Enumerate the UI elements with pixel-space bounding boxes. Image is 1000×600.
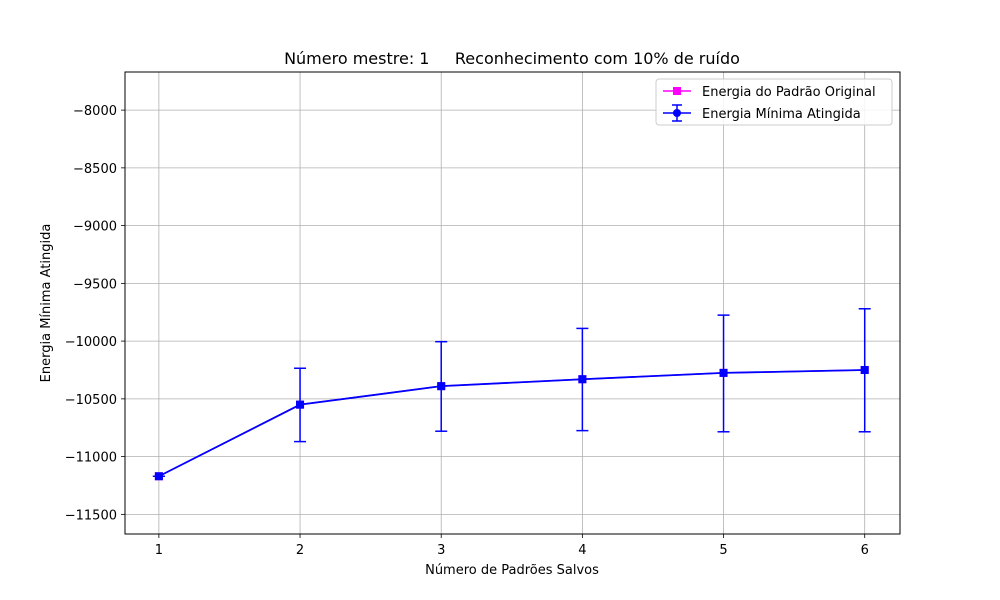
data-point-minimum — [860, 365, 869, 374]
y-tick-label: −9000 — [73, 220, 117, 235]
y-tick-label: −9500 — [73, 277, 117, 292]
y-tick-label: −8000 — [73, 104, 117, 119]
axes: 1 2 3 4 5 6 −11500 −11000 −10500 −10000 −9500 −9000… — [65, 104, 869, 558]
data-point-minimum — [578, 375, 587, 384]
y-tick-label: −11500 — [65, 508, 117, 523]
grid — [125, 72, 900, 534]
chart-title: Número mestre: 1 Reconhecimento com 10% … — [284, 49, 740, 68]
y-tick-label: −10500 — [65, 393, 117, 408]
legend-box — [655, 78, 893, 126]
legend-label-original: Energia do Padrão Original — [702, 85, 876, 100]
legend-marker-original — [673, 87, 681, 95]
x-tick-label: 6 — [861, 543, 869, 558]
data-point-minimum — [296, 400, 305, 409]
data-point-minimum — [154, 472, 163, 481]
x-axis-label: Número de Padrões Salvos — [425, 563, 599, 578]
legend: Energia do Padrão Original Energia Mínima… — [655, 78, 893, 126]
x-tick-label: 1 — [155, 543, 163, 558]
series-line-minimum — [158, 369, 865, 478]
x-tick-label: 5 — [719, 543, 727, 558]
y-tick-label: −8500 — [73, 162, 117, 177]
data-point-minimum — [437, 382, 446, 391]
y-axis-label: Energia Mínima Atingida — [39, 224, 54, 383]
plot-area-frame — [124, 71, 901, 535]
y-tick-label: −11000 — [65, 451, 117, 466]
x-tick-label: 3 — [437, 543, 445, 558]
legend-label-minimum: Energia Mínima Atingida — [702, 107, 861, 122]
data-point-minimum — [719, 368, 728, 377]
y-tick-label: −10000 — [65, 335, 117, 350]
x-tick-label: 4 — [578, 543, 586, 558]
series-layer — [152, 308, 871, 481]
legend-marker-minimum — [673, 109, 681, 117]
x-tick-label: 2 — [296, 543, 304, 558]
